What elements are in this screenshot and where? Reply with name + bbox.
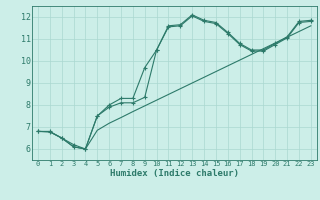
X-axis label: Humidex (Indice chaleur): Humidex (Indice chaleur)	[110, 169, 239, 178]
